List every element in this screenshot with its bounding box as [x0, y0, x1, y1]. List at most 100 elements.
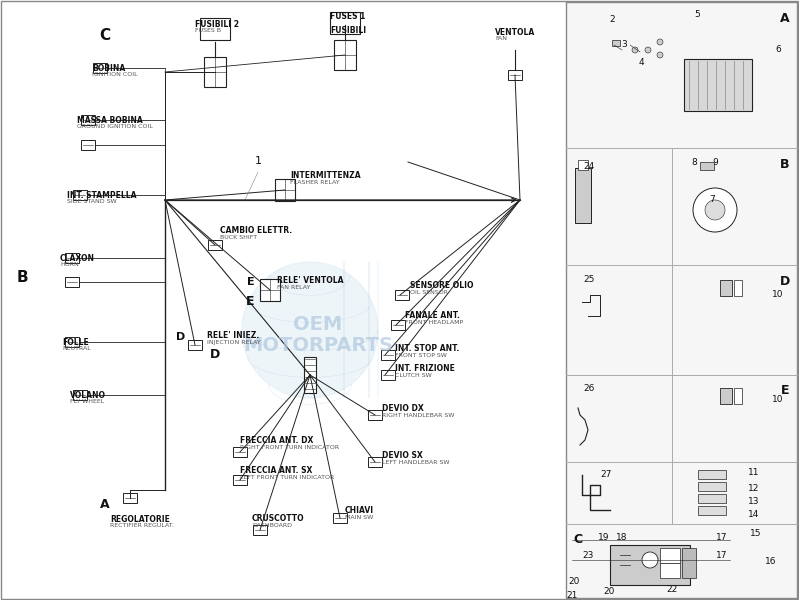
Bar: [578, 160, 588, 170]
Bar: [275, 179, 295, 201]
Bar: [81, 140, 95, 150]
Bar: [208, 240, 222, 250]
Text: 15: 15: [750, 529, 761, 538]
Text: LEFT FRONT TURN INDICATOR: LEFT FRONT TURN INDICATOR: [240, 475, 334, 480]
Bar: [684, 59, 752, 111]
Bar: [682, 548, 696, 578]
Text: 19: 19: [598, 533, 610, 542]
Text: FRONT STOP SW: FRONT STOP SW: [395, 353, 447, 358]
Bar: [381, 350, 395, 360]
Text: CLUTCH SW: CLUTCH SW: [395, 373, 431, 378]
Text: FRONT HEADLAMP: FRONT HEADLAMP: [405, 320, 463, 325]
Bar: [610, 545, 690, 585]
Bar: [612, 40, 620, 46]
Text: 7: 7: [710, 195, 715, 204]
Bar: [123, 493, 137, 503]
Text: 17: 17: [716, 551, 728, 560]
Text: BUCK SHIFT: BUCK SHIFT: [220, 235, 257, 240]
Bar: [700, 162, 714, 170]
Text: 8: 8: [691, 158, 697, 167]
Circle shape: [705, 200, 725, 220]
Text: MAIN SW: MAIN SW: [345, 515, 373, 520]
Text: D: D: [780, 275, 790, 288]
Text: INJECTION RELAY: INJECTION RELAY: [207, 340, 260, 345]
Text: 5: 5: [694, 10, 700, 19]
Bar: [720, 388, 732, 404]
Text: FAN RELAY: FAN RELAY: [277, 285, 310, 290]
Text: NEUTRAL: NEUTRAL: [62, 346, 91, 351]
Text: A: A: [100, 498, 109, 511]
Text: B: B: [781, 158, 789, 171]
Text: INT. STOP ANT.: INT. STOP ANT.: [395, 344, 459, 353]
Text: E: E: [247, 277, 255, 287]
Bar: [334, 40, 356, 70]
Text: 3: 3: [621, 40, 627, 49]
Text: FUSES B: FUSES B: [195, 28, 221, 33]
Text: 12: 12: [749, 484, 760, 493]
Text: IGNITION COIL: IGNITION COIL: [92, 72, 137, 77]
Text: C: C: [99, 28, 110, 43]
Circle shape: [657, 39, 663, 45]
Text: 20: 20: [603, 587, 614, 596]
Text: FLASHER RELAY: FLASHER RELAY: [290, 180, 340, 185]
Bar: [188, 340, 202, 350]
Bar: [734, 280, 742, 296]
Text: CHIAVI: CHIAVI: [345, 506, 374, 515]
Text: B: B: [16, 270, 28, 285]
Bar: [698, 482, 726, 491]
Bar: [65, 277, 79, 287]
Text: FRECCIA ANT. SX: FRECCIA ANT. SX: [240, 466, 312, 475]
Text: CLAXON: CLAXON: [60, 254, 95, 263]
Bar: [260, 279, 280, 301]
Text: 10: 10: [773, 290, 784, 299]
Text: 4: 4: [638, 58, 644, 67]
Bar: [368, 410, 382, 420]
Bar: [333, 513, 347, 523]
Circle shape: [657, 52, 663, 58]
Bar: [73, 390, 87, 400]
Bar: [734, 388, 742, 404]
Bar: [391, 320, 405, 330]
Text: MASSA BOBINA: MASSA BOBINA: [77, 116, 143, 125]
Bar: [233, 475, 247, 485]
Bar: [330, 12, 360, 34]
Bar: [73, 190, 87, 200]
Bar: [200, 18, 230, 40]
Text: SENSORE OLIO: SENSORE OLIO: [410, 281, 474, 290]
Text: CAMBIO ELETTR.: CAMBIO ELETTR.: [220, 226, 292, 235]
Text: 18: 18: [616, 533, 628, 542]
Text: INT. FRIZIONE: INT. FRIZIONE: [395, 364, 455, 373]
Bar: [93, 63, 107, 73]
Text: 25: 25: [583, 275, 594, 284]
Text: FANALE ANT.: FANALE ANT.: [405, 311, 460, 320]
Text: RECTIFIER REGULAT.: RECTIFIER REGULAT.: [110, 523, 174, 528]
Text: 6: 6: [775, 45, 781, 54]
Text: DASHBOARD: DASHBOARD: [252, 523, 292, 528]
Circle shape: [242, 262, 378, 398]
Text: SIDE STAND SW: SIDE STAND SW: [67, 199, 117, 204]
Text: 13: 13: [748, 497, 760, 506]
Bar: [720, 280, 732, 296]
Bar: [381, 370, 395, 380]
Text: D: D: [177, 332, 185, 342]
Text: INTERMITTENZA: INTERMITTENZA: [290, 171, 360, 180]
Text: GROUND IGNITION COIL: GROUND IGNITION COIL: [77, 124, 153, 129]
Text: 26: 26: [583, 384, 594, 393]
Text: C: C: [574, 533, 582, 546]
Text: 20: 20: [568, 577, 580, 586]
Text: FLY WHEEL: FLY WHEEL: [70, 399, 104, 404]
Text: 21: 21: [566, 591, 578, 600]
Text: 24: 24: [583, 162, 594, 171]
Text: 27: 27: [600, 470, 612, 479]
Bar: [698, 506, 726, 515]
Text: FOLLE: FOLLE: [62, 338, 89, 347]
Bar: [304, 357, 316, 393]
Text: FUSIBILI: FUSIBILI: [330, 26, 366, 35]
Text: 2: 2: [609, 15, 614, 24]
Text: A: A: [780, 12, 790, 25]
Bar: [233, 447, 247, 457]
Text: VENTOLA: VENTOLA: [495, 28, 535, 37]
Text: RELE' VENTOLA: RELE' VENTOLA: [277, 276, 344, 285]
Text: INT. STAMPELLA: INT. STAMPELLA: [67, 191, 137, 200]
Text: DEVIO SX: DEVIO SX: [382, 451, 423, 460]
